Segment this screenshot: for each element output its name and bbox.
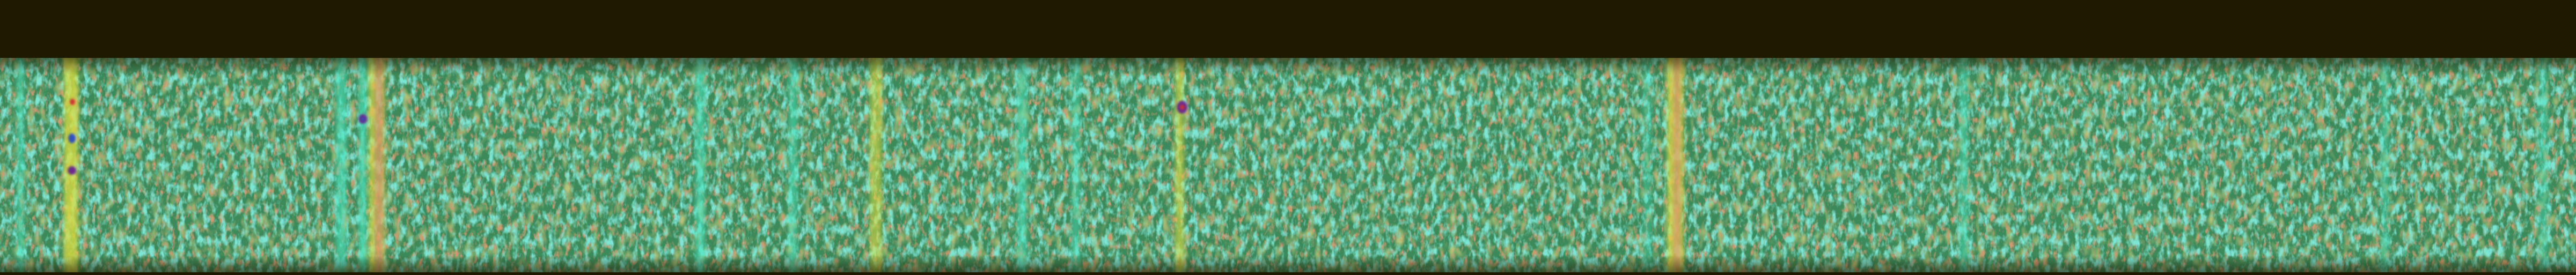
- noise-band: [0, 58, 2576, 272]
